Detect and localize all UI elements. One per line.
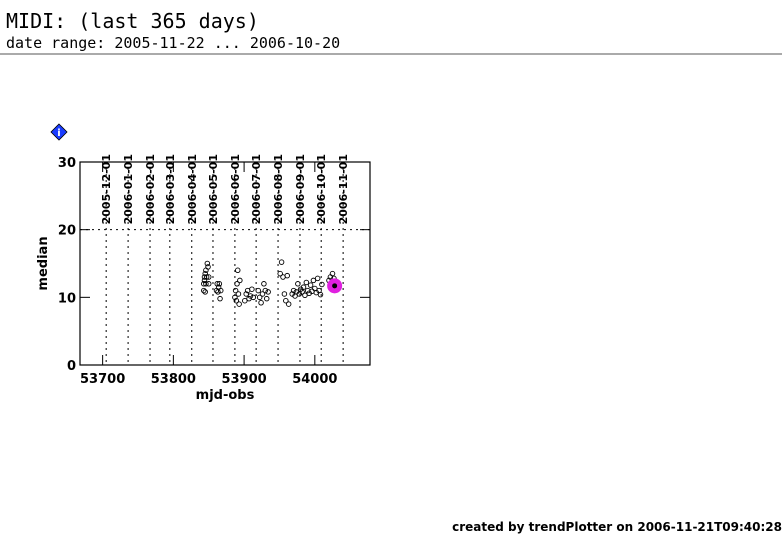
point	[303, 279, 310, 286]
x-axis-label: mjd-obs	[196, 388, 255, 403]
x2-tick-label: 2006-03-01	[164, 154, 177, 224]
y-tick-label: 20	[58, 224, 76, 239]
y-tick-label: 30	[58, 156, 76, 171]
svg-text:i: i	[57, 128, 60, 139]
point	[262, 287, 269, 294]
point	[232, 294, 238, 301]
point	[329, 270, 336, 277]
plot-frame	[79, 161, 371, 366]
x2-tick-label: 2006-11-01	[337, 154, 350, 224]
point	[216, 281, 223, 287]
point	[236, 301, 242, 307]
point	[237, 277, 243, 284]
point	[235, 291, 242, 297]
y-tick-label: 0	[67, 359, 76, 374]
page-subtitle: date range: 2005-11-22 ... 2006-10-20	[6, 34, 340, 52]
point	[277, 270, 283, 277]
point	[204, 260, 211, 267]
point	[314, 275, 321, 282]
point	[205, 264, 211, 270]
point	[255, 287, 261, 294]
info-icon: i	[50, 123, 68, 141]
x2-tick-label: 2006-08-01	[272, 154, 285, 224]
point	[281, 291, 288, 297]
point	[232, 287, 239, 294]
point	[242, 297, 248, 304]
point	[203, 274, 210, 280]
point	[218, 287, 224, 294]
point	[249, 286, 255, 292]
point	[258, 299, 264, 306]
x2-tick-label: 2006-07-01	[250, 154, 263, 224]
point	[261, 281, 267, 287]
point	[202, 270, 208, 277]
point	[247, 293, 254, 299]
point	[259, 291, 266, 297]
point	[256, 294, 263, 301]
point	[284, 272, 290, 279]
point	[263, 295, 270, 302]
footer: created by trendPlotter on 2006-11-21T09…	[452, 520, 782, 534]
point	[307, 282, 314, 288]
point	[234, 281, 240, 287]
x-tick-label: 53900	[221, 372, 266, 387]
x-tick-label: 53800	[151, 372, 196, 387]
point	[299, 289, 305, 295]
point	[278, 259, 285, 265]
point	[205, 274, 212, 280]
point	[234, 267, 241, 274]
x2-tick-label: 2005-12-01	[100, 154, 113, 224]
point	[285, 301, 292, 307]
point	[300, 284, 307, 290]
point	[214, 281, 220, 287]
point	[201, 287, 207, 294]
x2-tick-label: 2006-05-01	[207, 154, 220, 224]
y-tick-label: 10	[58, 291, 76, 306]
x-tick-label: 53700	[80, 372, 125, 387]
x2-tick-label: 2006-06-01	[229, 154, 242, 224]
point	[243, 291, 249, 297]
point	[310, 277, 317, 284]
point	[233, 297, 240, 304]
point	[265, 289, 271, 295]
x2-tick-label: 2006-04-01	[186, 154, 199, 224]
x-tick-label: 54000	[292, 372, 337, 387]
plot: 2005-12-01 2006-01-01 2006-02-01 2006-03-01…	[36, 154, 371, 403]
y-axis-label: median	[36, 236, 51, 290]
point	[302, 292, 308, 299]
x2-tick-label: 2006-01-01	[122, 154, 135, 224]
point	[290, 287, 297, 294]
point	[283, 297, 289, 304]
point	[217, 295, 223, 302]
page-title: MIDI: (last 365 days)	[6, 9, 259, 33]
x2-tick-label: 2006-09-01	[294, 154, 307, 224]
point	[250, 294, 257, 301]
point	[205, 281, 212, 287]
point	[203, 281, 209, 287]
x2-tick-label: 2006-10-01	[315, 154, 328, 224]
highlight-core	[332, 283, 338, 289]
point	[319, 281, 325, 288]
point	[202, 289, 208, 295]
point	[317, 291, 324, 298]
point	[295, 281, 301, 287]
x2-tick-label: 2006-02-01	[144, 154, 157, 224]
